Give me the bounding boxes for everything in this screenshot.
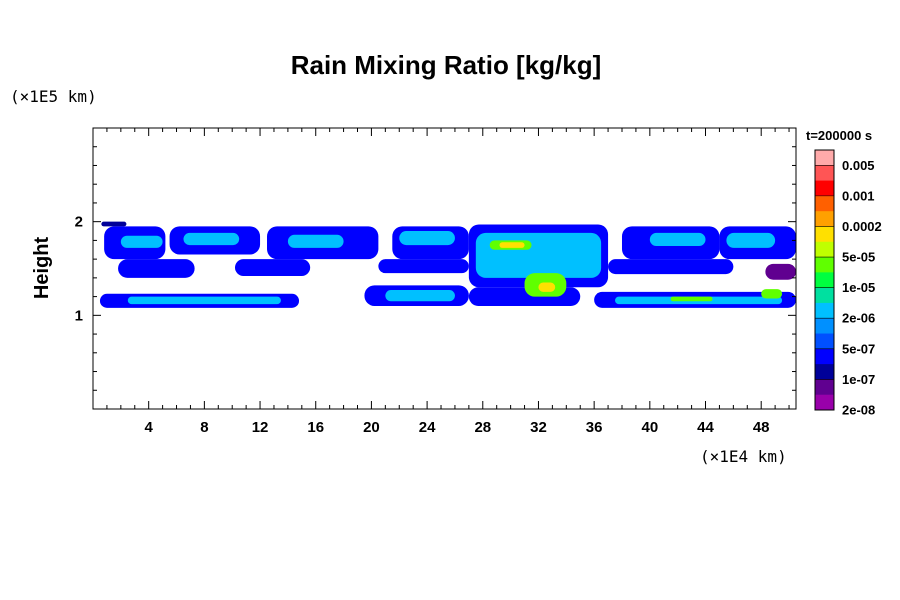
colorbar-label: 2e-08	[842, 403, 875, 418]
colorbar-swatch	[815, 180, 834, 197]
colorbar-swatch	[815, 287, 834, 304]
contour-region	[538, 282, 556, 292]
colorbar-swatch	[815, 318, 834, 335]
colorbar: 0.005 0.001 0.0002 5e-05 1e-05 2e-06 5e-07 1e-0…	[814, 149, 882, 418]
colorbar-swatch	[815, 241, 834, 258]
y-unit-label: (×1E5 km)	[10, 87, 97, 106]
colorbar-swatch	[815, 379, 834, 396]
x-tick-label: 16	[307, 419, 324, 436]
x-tick-label: 24	[419, 419, 436, 436]
colorbar-swatch	[815, 150, 834, 166]
contour-region	[287, 234, 344, 248]
colorbar-swatch	[815, 348, 834, 365]
colorbar-swatch	[815, 195, 834, 212]
colorbar-swatch	[815, 272, 834, 289]
x-tick-label: 36	[586, 419, 603, 436]
contour-region	[399, 231, 455, 246]
y-tick-label: 2	[75, 214, 83, 231]
colorbar-label: 5e-05	[842, 250, 875, 265]
colorbar-swatch	[815, 165, 834, 182]
y-tick-label: 1	[75, 307, 83, 324]
contour-region	[670, 296, 713, 302]
plot-frame	[92, 127, 797, 410]
x-tick-label: 32	[530, 419, 547, 436]
colorbar-swatch	[815, 257, 834, 273]
colorbar-label: 0.0002	[842, 219, 882, 234]
colorbar-label: 2e-06	[842, 311, 875, 326]
contour-region	[127, 296, 281, 305]
contour-region	[761, 289, 783, 299]
colorbar-swatch	[815, 211, 834, 227]
contour-region	[183, 232, 240, 246]
contour-region	[101, 221, 127, 227]
contour-region	[499, 242, 525, 248]
contour-region	[726, 232, 776, 248]
x-tick-label: 44	[697, 419, 714, 436]
contour-region	[118, 259, 195, 278]
colorbar-swatch	[815, 394, 834, 411]
colorbar-label: 1e-05	[842, 280, 875, 295]
colorbar-label: 0.001	[842, 188, 875, 203]
x-tick-label: 40	[641, 419, 658, 436]
x-tick-label: 20	[363, 419, 380, 436]
colorbar-label: 1e-07	[842, 372, 875, 387]
colorbar-swatch	[815, 302, 834, 319]
contour-region	[385, 290, 455, 302]
colorbar-label: 5e-07	[842, 341, 875, 356]
contour-region	[475, 232, 602, 278]
x-tick-label: 48	[753, 419, 770, 436]
colorbar-swatch	[815, 333, 834, 350]
colorbar-label: 0.005	[842, 158, 875, 173]
time-label: t=200000 s	[806, 128, 872, 143]
contour-region	[378, 259, 469, 274]
colorbar-swatch	[815, 226, 834, 243]
x-unit-label: (×1E4 km)	[700, 447, 787, 466]
x-tick-label: 4	[145, 419, 154, 436]
contour-region	[765, 263, 796, 280]
contour-region	[608, 259, 734, 275]
contour-region	[649, 232, 706, 247]
chart-title: Rain Mixing Ratio [kg/kg]	[291, 50, 602, 80]
x-tick-label: 8	[200, 419, 208, 436]
x-tick-label: 12	[252, 419, 269, 436]
colorbar-swatch	[815, 364, 834, 380]
y-axis-label: Height	[31, 237, 53, 300]
contour-region	[234, 259, 311, 276]
contour-region	[120, 235, 163, 248]
plot-fill	[99, 221, 796, 308]
x-tick-label: 28	[474, 419, 491, 436]
